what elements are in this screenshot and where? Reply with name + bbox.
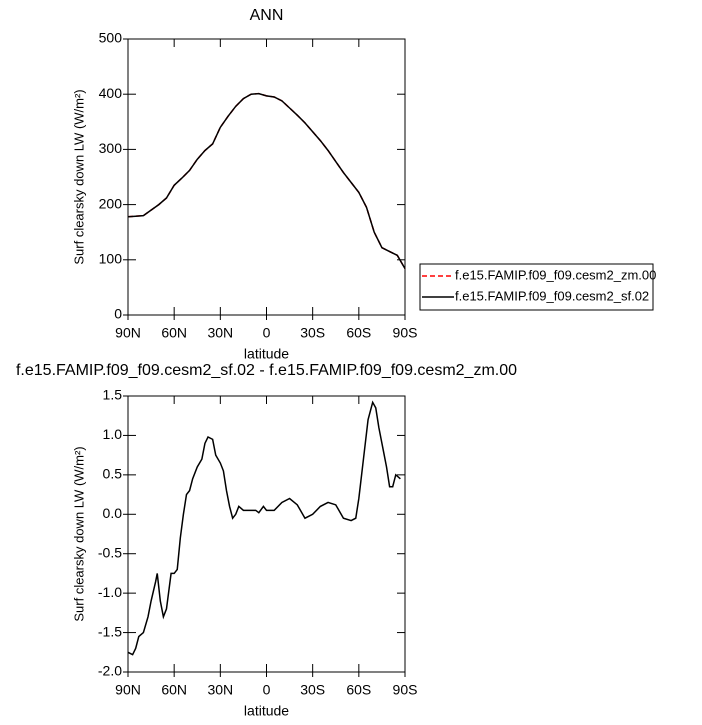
- y-tick-label: 1.0: [103, 426, 123, 442]
- x-tick-label: 30S: [300, 682, 325, 698]
- y-tick-label: 200: [99, 195, 123, 211]
- x-tick-label: 60N: [161, 682, 187, 698]
- x-tick-label: 30S: [300, 325, 325, 341]
- x-axis-label: latitude: [244, 346, 289, 362]
- y-tick-label: -0.5: [98, 544, 122, 560]
- data-line: [127, 92, 406, 270]
- y-tick-label: 400: [99, 85, 123, 101]
- plot-frame: [127, 38, 406, 316]
- x-tick-label: 90S: [393, 682, 418, 698]
- y-tick-label: 300: [99, 140, 123, 156]
- data-line: [127, 92, 406, 270]
- y-tick-label: 1.5: [103, 387, 123, 403]
- x-tick-label: 60S: [346, 325, 371, 341]
- chart-title: f.e15.FAMIP.f09_f09.cesm2_sf.02 - f.e15.…: [16, 362, 517, 379]
- legend-box: [419, 263, 654, 311]
- y-tick-label: 0.0: [103, 505, 123, 521]
- legend-label: f.e15.FAMIP.f09_f09.cesm2_sf.02: [455, 288, 649, 303]
- x-tick-label: 0: [263, 682, 271, 698]
- y-tick-label: 0: [114, 306, 122, 322]
- x-tick-label: 90N: [115, 325, 141, 341]
- plot-frame: [127, 395, 406, 673]
- x-axis-label: latitude: [244, 703, 289, 719]
- x-tick-label: 90S: [393, 325, 418, 341]
- x-tick-label: 30N: [207, 325, 233, 341]
- y-tick-label: 0.5: [103, 466, 123, 482]
- y-tick-label: -2.0: [98, 663, 122, 679]
- y-tick-label: 100: [99, 251, 123, 267]
- y-tick-label: -1.5: [98, 623, 122, 639]
- x-tick-label: 30N: [207, 682, 233, 698]
- data-line: [127, 400, 401, 656]
- chart-title: ANN: [250, 7, 284, 24]
- y-tick-label: 500: [99, 30, 123, 46]
- y-axis-label: Surf clearsky down LW (W/m²): [71, 446, 86, 621]
- x-tick-label: 90N: [115, 682, 141, 698]
- x-tick-label: 60N: [161, 325, 187, 341]
- legend-label: f.e15.FAMIP.f09_f09.cesm2_zm.00: [455, 267, 656, 282]
- y-tick-label: -1.0: [98, 584, 122, 600]
- x-tick-label: 0: [263, 325, 271, 341]
- x-tick-label: 60S: [346, 682, 371, 698]
- y-axis-label: Surf clearsky down LW (W/m²): [71, 89, 86, 264]
